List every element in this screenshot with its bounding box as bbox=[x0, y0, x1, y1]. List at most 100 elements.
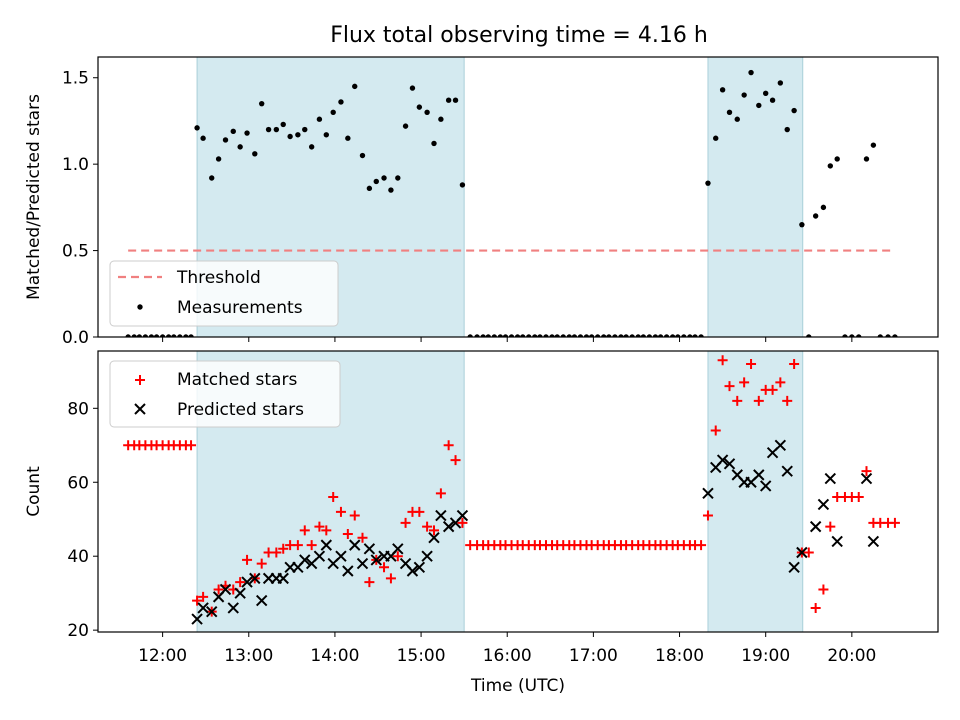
measurement-point bbox=[237, 144, 243, 150]
predicted-star-point bbox=[809, 520, 822, 533]
measurement-point bbox=[640, 334, 647, 337]
measurement-point bbox=[491, 334, 498, 337]
predicted-star-point bbox=[320, 539, 333, 551]
y-tick-label: 40 bbox=[67, 547, 89, 567]
predicted-star-point bbox=[435, 509, 447, 522]
measurement-point bbox=[698, 334, 704, 337]
measurement-point bbox=[497, 334, 504, 337]
matched-star-point bbox=[717, 355, 728, 366]
y-tick-label: 20 bbox=[67, 621, 89, 641]
matched-star-point bbox=[803, 547, 814, 558]
matched-star-point bbox=[198, 591, 209, 602]
measurement-point bbox=[200, 135, 206, 141]
predicted-star-point bbox=[781, 465, 793, 477]
measurement-point bbox=[148, 334, 155, 337]
measurement-point bbox=[799, 221, 805, 228]
measurement-point bbox=[646, 334, 653, 337]
measurement-point bbox=[741, 92, 747, 98]
legend: Matched stars Predicted stars bbox=[109, 360, 341, 428]
predicted-star-point bbox=[824, 472, 837, 485]
predicted-star-point bbox=[370, 554, 382, 566]
matched-star-point bbox=[213, 584, 224, 595]
measurement-point bbox=[316, 116, 323, 122]
y-tick-label: 80 bbox=[67, 399, 89, 419]
predicted-star-point bbox=[421, 550, 433, 562]
matched-star-point bbox=[271, 547, 282, 558]
measurement-point bbox=[777, 80, 784, 86]
measurement-point bbox=[618, 334, 624, 337]
matched-star-point bbox=[825, 521, 836, 532]
measurement-point bbox=[692, 334, 698, 337]
measurement-point bbox=[295, 132, 301, 138]
legend-predicted-swatch bbox=[134, 403, 146, 415]
x-tick-label: 19:00 bbox=[741, 646, 790, 666]
measurement-point bbox=[388, 187, 394, 193]
measurement-point bbox=[508, 334, 515, 337]
measurement-point bbox=[215, 156, 222, 162]
measurement-point bbox=[338, 99, 344, 105]
predicted-star-point bbox=[442, 520, 455, 533]
measurement-point bbox=[629, 334, 635, 337]
measurement-point bbox=[452, 97, 459, 103]
measurement-point bbox=[136, 334, 143, 337]
matched-star-point bbox=[299, 525, 310, 536]
x-tick-label: 16:00 bbox=[483, 646, 532, 666]
measurement-point bbox=[467, 334, 473, 337]
measurement-point bbox=[373, 178, 379, 185]
matched-star-point bbox=[861, 466, 872, 477]
legend-box bbox=[109, 260, 339, 327]
measurement-point bbox=[258, 100, 265, 107]
measurement-point bbox=[571, 334, 578, 337]
measurement-point bbox=[183, 334, 189, 337]
matched-star-point bbox=[342, 529, 353, 540]
matched-star-point bbox=[314, 521, 325, 532]
predicted-star-point bbox=[234, 587, 246, 599]
measurement-point bbox=[687, 334, 693, 337]
measurement-point bbox=[734, 116, 740, 122]
measurement-point bbox=[345, 135, 351, 141]
predicted-star-point bbox=[249, 572, 261, 585]
matched-star-point bbox=[853, 492, 864, 503]
measurement-point bbox=[459, 182, 466, 188]
measurement-point bbox=[748, 69, 754, 76]
measurement-point bbox=[131, 334, 137, 337]
y-tick-label: 60 bbox=[67, 473, 89, 493]
x-tick-label: 14:00 bbox=[310, 646, 359, 666]
matched-star-point bbox=[422, 521, 433, 532]
predicted-star-point bbox=[774, 439, 787, 451]
legend-measurement-swatch bbox=[137, 304, 143, 310]
measurement-point bbox=[601, 334, 607, 337]
y-axis-label: Matched/Predicted stars bbox=[24, 94, 44, 300]
measurement-point bbox=[892, 334, 898, 337]
measurement-point bbox=[652, 334, 659, 337]
measurement-point bbox=[252, 151, 258, 157]
measurement-point bbox=[142, 334, 149, 337]
measurement-point bbox=[402, 123, 409, 129]
predicted-star-point bbox=[241, 576, 253, 588]
predicted-star-point bbox=[796, 546, 808, 559]
matched-star-point bbox=[818, 584, 829, 595]
measurement-point bbox=[663, 334, 670, 337]
predicted-star-point bbox=[716, 454, 729, 466]
measurement-point bbox=[438, 116, 444, 122]
predicted-star-point bbox=[227, 602, 239, 614]
observing-window-band bbox=[707, 57, 804, 337]
measurement-point bbox=[532, 334, 538, 337]
measurement-point bbox=[209, 175, 215, 181]
predicted-star-point bbox=[206, 605, 218, 618]
matched-star-point bbox=[385, 573, 396, 584]
matched-star-point bbox=[710, 425, 721, 436]
measurement-point bbox=[330, 109, 336, 116]
measurement-point bbox=[769, 97, 776, 103]
predicted-star-point bbox=[342, 565, 354, 577]
predicted-star-point bbox=[197, 602, 209, 614]
measurement-point bbox=[885, 334, 891, 337]
matched-star-point bbox=[321, 525, 332, 536]
measurement-point bbox=[359, 152, 366, 159]
x-tick-label: 12:00 bbox=[138, 646, 187, 666]
measurement-point bbox=[474, 334, 480, 337]
y-tick-label: 0.5 bbox=[62, 242, 89, 262]
measurement-point bbox=[514, 334, 521, 337]
matched-star-point bbox=[767, 384, 778, 395]
chart-title: Flux total observing time = 4.16 h bbox=[330, 23, 708, 48]
